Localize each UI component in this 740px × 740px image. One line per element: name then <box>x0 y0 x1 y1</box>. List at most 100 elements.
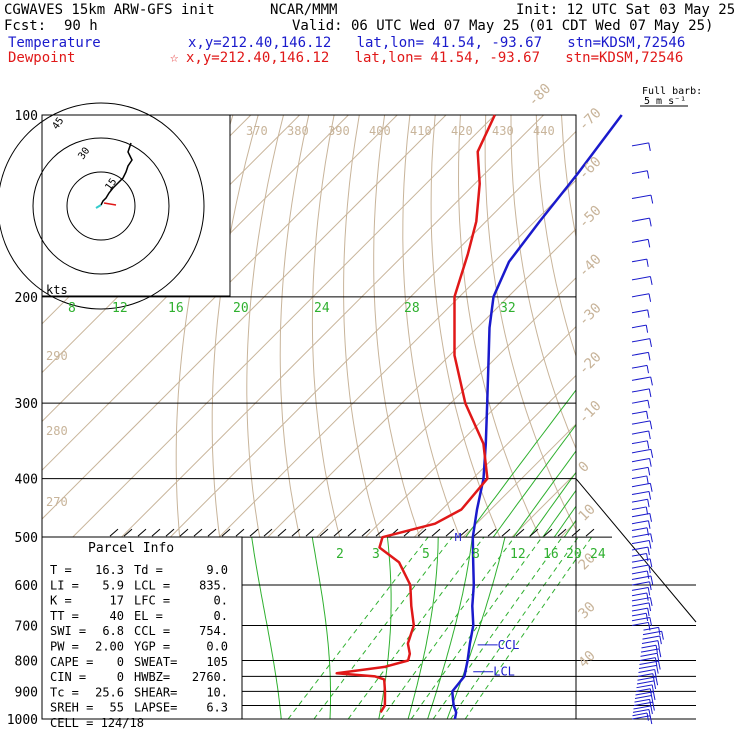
mixing-ratio-label: 32 <box>500 301 516 316</box>
wind-barb-flag <box>649 218 652 227</box>
wind-barb-flag <box>647 608 650 617</box>
wind-barb-flag <box>655 676 659 686</box>
wind-barb-staff <box>631 482 651 488</box>
hodograph-ring <box>66 171 136 241</box>
pressure-label: 900 <box>15 685 38 700</box>
barb-legend-line2: 5 m s⁻¹ <box>644 96 686 107</box>
wind-barb-staff <box>631 581 650 586</box>
parcel-key: SHEAR= <box>134 685 177 699</box>
parcel-value: 105 <box>206 655 228 669</box>
mixing-ratio-label: 3 <box>372 547 380 562</box>
wind-barb-flag <box>648 602 652 612</box>
wind-barb-staff <box>632 712 648 717</box>
wind-barb-flag <box>653 680 657 690</box>
wind-barb-staff <box>631 364 648 369</box>
wind-barb-flag <box>646 712 649 721</box>
wind-barb-staff <box>631 586 649 591</box>
hatch-mark <box>347 528 357 537</box>
temperature-location: x,y=212.40,146.12 lat,lon= 41.54, -93.67… <box>188 35 686 51</box>
wind-barb-flag <box>658 648 662 658</box>
wind-barb-flag <box>648 142 651 151</box>
hatch-mark <box>501 528 511 537</box>
hatch-mark <box>221 528 231 537</box>
isotherm-label: -30 <box>576 300 605 329</box>
wind-barb-staff <box>634 698 650 703</box>
hatch-mark <box>151 528 161 537</box>
wind-barb-staff <box>631 430 649 435</box>
hatch-mark <box>431 528 441 537</box>
wind-barb-flag <box>652 673 655 682</box>
parcel-key: K = <box>50 594 72 608</box>
wind-barb-flag <box>647 587 651 596</box>
wind-barb-staff <box>631 194 652 200</box>
wind-barb-staff <box>638 664 657 670</box>
dewpoint-profile <box>335 114 496 714</box>
wind-barb-flag <box>647 400 650 409</box>
wind-barb-staff <box>631 324 647 329</box>
isotherm-label: -40 <box>576 251 605 280</box>
wind-barb-flag <box>649 617 652 626</box>
parcel-value: 6.3 <box>206 701 228 715</box>
parcel-value: 0 <box>117 670 124 684</box>
wind-barb-flag <box>649 458 652 467</box>
theta-label: 430 <box>492 124 514 138</box>
wind-barb-staff <box>631 388 650 393</box>
wind-barb-flag <box>649 483 653 492</box>
wind-barb-staff <box>631 602 650 607</box>
isotherm-line <box>42 115 544 618</box>
wind-barb-flag <box>647 309 650 318</box>
parcel-value: 25.6 <box>95 685 124 699</box>
wind-barb-staff <box>631 217 650 222</box>
wind-barb-staff <box>631 458 650 463</box>
wind-barb-flag <box>648 491 652 500</box>
parcel-key: T = <box>50 563 72 577</box>
wind-barb-flag <box>645 506 649 515</box>
theta-label: 380 <box>287 124 309 138</box>
mixing-ratio-dashed-line <box>313 537 453 719</box>
profiles: CCL LCL M <box>335 114 623 720</box>
storm-motion-mark <box>95 204 102 209</box>
hatch-mark <box>473 528 483 537</box>
hatch-mark <box>529 528 539 537</box>
parcel-value: 9.0 <box>206 563 228 577</box>
wind-barb-flag <box>650 449 654 458</box>
parcel-key: SWEAT= <box>134 655 177 669</box>
wind-barb-flag <box>649 581 652 591</box>
isotherm-label: 10 <box>576 501 599 524</box>
wind-barb-staff <box>631 276 651 281</box>
wind-barb-staff <box>631 533 651 538</box>
parcel-info-box: Parcel Info T = 16.3 Td = 9.0 LI = 5.9 LCL = 835… <box>41 536 243 730</box>
parcel-key: CIN = <box>50 670 86 684</box>
wind-barb-staff <box>634 695 652 700</box>
mixing-ratio-dashed-line <box>347 537 485 719</box>
parcel-key: EL = <box>134 609 163 623</box>
theta-label: 390 <box>328 124 350 138</box>
mixing-ratio-label: 28 <box>404 301 420 316</box>
parcel-value: 16.3 <box>95 563 124 577</box>
wind-barb-staff <box>642 630 662 636</box>
wind-barb-staff <box>631 607 648 612</box>
dry-adiabat-line <box>713 115 740 719</box>
wind-barb-staff <box>636 680 655 685</box>
mixing-ratio-label: 24 <box>314 301 330 316</box>
parcel-key: CCL = <box>134 624 170 638</box>
wind-barb-flag <box>646 527 649 536</box>
wind-barb-flag <box>649 513 652 522</box>
parcel-key: LAPSE= <box>134 701 177 715</box>
parcel-key: SREH = <box>50 701 93 715</box>
init-time: Init: 12 UTC Sat 03 May 25 <box>516 2 736 18</box>
mixing-ratio-label: 16 <box>543 547 559 562</box>
wind-barb-staff <box>631 498 648 503</box>
wind-barb-flag <box>649 276 653 285</box>
wind-barb-staff <box>631 466 649 471</box>
wind-barb-staff <box>631 238 649 243</box>
pressure-label: 400 <box>15 473 38 488</box>
theta-label: 270 <box>46 495 68 509</box>
wind-barb-staff <box>631 570 648 575</box>
barb-legend-line1: Full barb: <box>642 86 702 97</box>
wind-barb-flag <box>647 499 650 508</box>
wind-barb-staff <box>631 258 647 263</box>
wind-barb-staff <box>631 490 650 496</box>
hatch-mark <box>557 528 567 537</box>
hodograph-frame <box>41 114 231 297</box>
